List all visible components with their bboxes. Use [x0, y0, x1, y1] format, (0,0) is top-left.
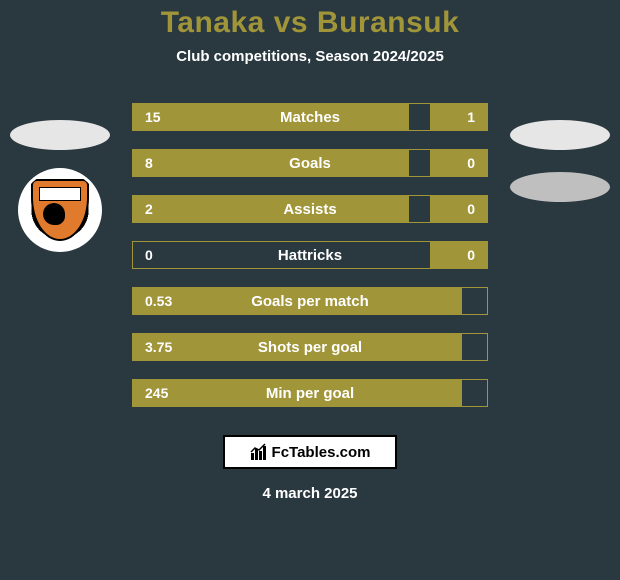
stat-row: 245Min per goal — [132, 379, 488, 407]
right-player-column — [510, 120, 610, 202]
club-logo-shield-icon — [31, 179, 89, 241]
stat-label: Goals per match — [133, 293, 487, 310]
brand-text: FcTables.com — [272, 444, 371, 461]
stats-list: 15Matches18Goals02Assists00Hattricks00.5… — [132, 103, 488, 407]
chart-icon — [250, 443, 268, 461]
page-title: Tanaka vs Buransuk — [161, 6, 460, 40]
subtitle: Club competitions, Season 2024/2025 — [176, 48, 444, 65]
stat-row: 15Matches1 — [132, 103, 488, 131]
stat-label: Matches — [133, 109, 487, 126]
date-label: 4 march 2025 — [262, 485, 357, 502]
club-logo — [18, 168, 102, 252]
stat-row: 8Goals0 — [132, 149, 488, 177]
player-avatar-placeholder — [10, 120, 110, 150]
stat-row: 0.53Goals per match — [132, 287, 488, 315]
stat-label: Assists — [133, 201, 487, 218]
stat-row: 2Assists0 — [132, 195, 488, 223]
stat-label: Shots per goal — [133, 339, 487, 356]
stat-value-right: 1 — [467, 109, 475, 125]
stat-label: Min per goal — [133, 385, 487, 402]
stat-label: Hattricks — [133, 247, 487, 264]
club-logo-placeholder — [510, 172, 610, 202]
left-player-column — [10, 120, 110, 252]
stat-value-right: 0 — [467, 201, 475, 217]
stat-row: 3.75Shots per goal — [132, 333, 488, 361]
stat-value-right: 0 — [467, 247, 475, 263]
player-avatar-placeholder — [510, 120, 610, 150]
stat-label: Goals — [133, 155, 487, 172]
stat-value-right: 0 — [467, 155, 475, 171]
brand-badge: FcTables.com — [223, 435, 397, 469]
stat-row: 0Hattricks0 — [132, 241, 488, 269]
